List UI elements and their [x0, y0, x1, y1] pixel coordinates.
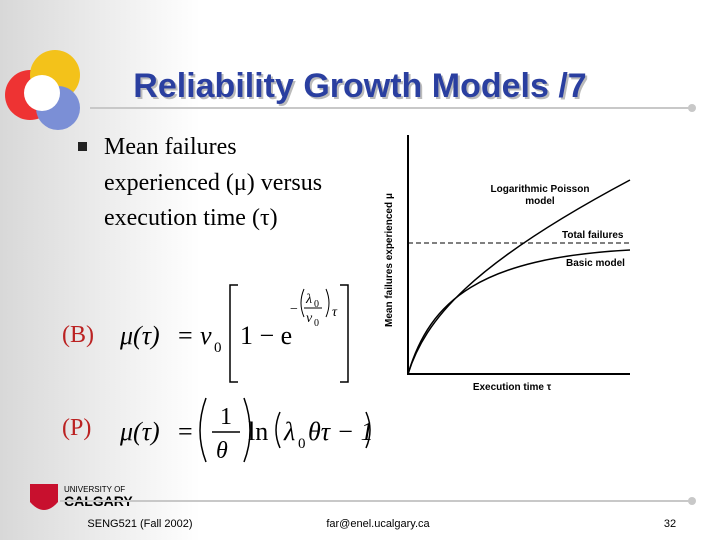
x-axis-label: Execution time τ	[473, 382, 552, 393]
bullet-text: experienced (μ) versus	[104, 170, 322, 196]
bullet-text: execution time (τ)	[104, 205, 278, 231]
formula-p: (P) μ(τ) = 1 θ ln λ 0 θτ − 1	[62, 397, 374, 464]
formula-text: 0	[314, 299, 319, 310]
footer-email: far@enel.ucalgary.ca	[326, 518, 430, 530]
formula-text: 0	[214, 340, 222, 356]
formula-text: 1	[220, 404, 232, 430]
formula-text: 0	[298, 436, 306, 452]
formula-text: 0	[314, 318, 319, 329]
logo-text: UNIVERSITY OF	[64, 485, 125, 494]
decor-balls	[5, 50, 80, 130]
formula-label: (B)	[62, 322, 94, 348]
formula-text: θ	[216, 438, 228, 464]
formula-text: θτ − 1	[308, 417, 374, 446]
formula-text: =	[178, 321, 193, 350]
slide-title: Reliability Growth Models /7	[133, 67, 586, 105]
title-shadow: Reliability Growth Models /7	[135, 69, 588, 107]
formula-text: ν	[306, 311, 313, 326]
footer-course: SENG521 (Fall 2002)	[87, 518, 192, 530]
formula-text: τ	[332, 305, 338, 320]
formula-text: μ(τ)	[119, 417, 160, 446]
formula-label: (P)	[62, 415, 91, 441]
formula-text: ln	[248, 417, 268, 446]
rule-dot	[688, 497, 696, 505]
log-curve	[407, 179, 631, 375]
formula-text: 1 − e	[240, 321, 292, 350]
formula-text: μ(τ)	[119, 321, 160, 350]
bullet-text: Mean failures	[104, 134, 237, 160]
rule-dot	[688, 104, 696, 112]
figure: Logarithmic Poisson model Total failures…	[384, 135, 631, 393]
calgary-logo: UNIVERSITY OF CALGARY	[30, 484, 133, 510]
page-number: 32	[664, 518, 676, 530]
curve-label: Logarithmic Poisson	[491, 184, 590, 195]
y-axis-label: Mean failures experienced μ	[384, 193, 395, 327]
curve-label: Total failures	[562, 230, 624, 241]
basic-curve	[407, 249, 631, 375]
curve-label: Basic model	[566, 258, 625, 269]
bullet-marker	[78, 142, 87, 151]
formula-text: −	[290, 302, 298, 317]
formula-text: λ	[305, 292, 312, 307]
formula-b: (B) μ(τ) = ν 0 1 − e − λ 0 ν 0 τ	[62, 284, 349, 383]
curve-label: model	[525, 196, 555, 207]
formula-text: λ	[283, 417, 295, 446]
formula-text: =	[178, 417, 193, 446]
formula-text: ν	[200, 321, 212, 350]
